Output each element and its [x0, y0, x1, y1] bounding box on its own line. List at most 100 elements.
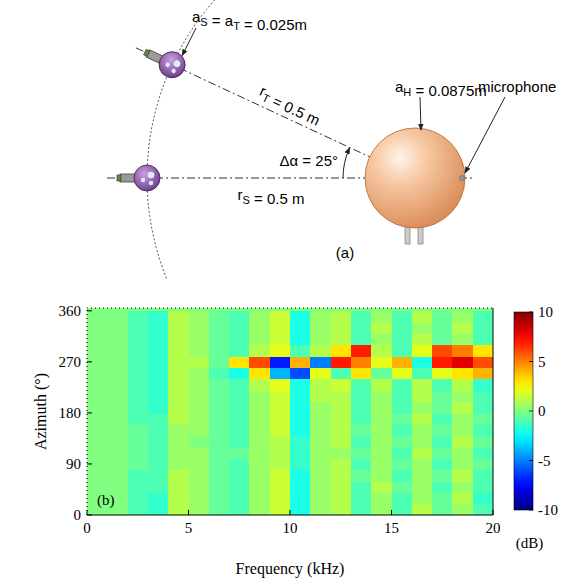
- colorbar-tick: [529, 312, 533, 313]
- cell: [270, 458, 291, 470]
- cell: [189, 504, 210, 515]
- cell: [452, 481, 473, 493]
- cell: [432, 345, 453, 357]
- cell: [331, 458, 352, 470]
- cell: [249, 345, 270, 357]
- cell: [209, 379, 230, 391]
- cell: [452, 345, 473, 357]
- cell: [392, 458, 413, 470]
- cell: [249, 368, 270, 380]
- cell: [290, 447, 311, 459]
- cell: [189, 322, 210, 334]
- cell: [249, 504, 270, 515]
- cell: [351, 424, 372, 436]
- cell: [371, 424, 392, 436]
- cell: [87, 424, 108, 436]
- cell: [148, 436, 169, 448]
- cell: [351, 458, 372, 470]
- cell: [371, 334, 392, 346]
- speaker-plug: [144, 49, 150, 56]
- cell: [371, 368, 392, 380]
- cell: [473, 504, 493, 515]
- plot-background: [87, 308, 493, 515]
- cell: [249, 447, 270, 459]
- cell: [371, 413, 392, 425]
- cell: [128, 379, 149, 391]
- cell: [351, 368, 372, 380]
- cell: [351, 356, 372, 368]
- cell: [432, 424, 453, 436]
- cell: [351, 334, 372, 346]
- label-part: microphone: [478, 78, 556, 95]
- cell: [107, 368, 128, 380]
- cell: [168, 504, 189, 515]
- cell: [189, 368, 210, 380]
- cell: [452, 379, 473, 391]
- cell: [392, 504, 413, 515]
- cell: [473, 481, 493, 493]
- cell: [148, 458, 169, 470]
- cell: [148, 334, 169, 346]
- cell: [392, 436, 413, 448]
- cell: [249, 424, 270, 436]
- cell: [209, 334, 230, 346]
- driver: [141, 178, 145, 182]
- cell: [168, 402, 189, 414]
- cell: [310, 379, 331, 391]
- cell: [331, 334, 352, 346]
- diagram-label: aH = 0.0875m: [395, 78, 487, 99]
- cell: [310, 368, 331, 380]
- cell: [270, 322, 291, 334]
- cell: [351, 436, 372, 448]
- head-sphere: [365, 128, 465, 228]
- cell: [290, 470, 311, 482]
- cell: [128, 504, 149, 515]
- cell: [331, 345, 352, 357]
- cell: [310, 413, 331, 425]
- cell: [209, 356, 230, 368]
- cell: [351, 390, 372, 402]
- y-tick: [87, 515, 92, 516]
- cell: [148, 322, 169, 334]
- cell: [473, 436, 493, 448]
- cell: [371, 470, 392, 482]
- cell: [148, 470, 169, 482]
- microphone-dot: [460, 176, 465, 181]
- cell: [209, 447, 230, 459]
- label-subscript: S: [243, 194, 250, 206]
- cell: [290, 356, 311, 368]
- cell: [107, 436, 128, 448]
- cell: [189, 402, 210, 414]
- cell: [371, 436, 392, 448]
- cell: [249, 322, 270, 334]
- cell: [229, 436, 250, 448]
- cell: [189, 390, 210, 402]
- cell: [128, 356, 149, 368]
- cell: [189, 356, 210, 368]
- x-tick: [391, 510, 392, 515]
- cell: [107, 413, 128, 425]
- cell: [128, 345, 149, 357]
- cell: [229, 390, 250, 402]
- colorbar-tick-label: 0: [538, 403, 546, 419]
- cell: [189, 311, 210, 323]
- cell: [189, 345, 210, 357]
- diagram-label: microphone: [478, 78, 556, 95]
- cell: [148, 424, 169, 436]
- cell: [310, 447, 331, 459]
- cell: [107, 447, 128, 459]
- cell: [452, 504, 473, 515]
- cell: [270, 413, 291, 425]
- cell: [270, 356, 291, 368]
- cell: [270, 481, 291, 493]
- panel-label: (b): [97, 492, 115, 509]
- cell: [189, 424, 210, 436]
- cell: [331, 470, 352, 482]
- speaker-stem: [120, 174, 135, 182]
- cell: [331, 436, 352, 448]
- cell: [128, 390, 149, 402]
- cell: [87, 447, 108, 459]
- cell: [432, 470, 453, 482]
- cell: [229, 481, 250, 493]
- cell: [270, 311, 291, 323]
